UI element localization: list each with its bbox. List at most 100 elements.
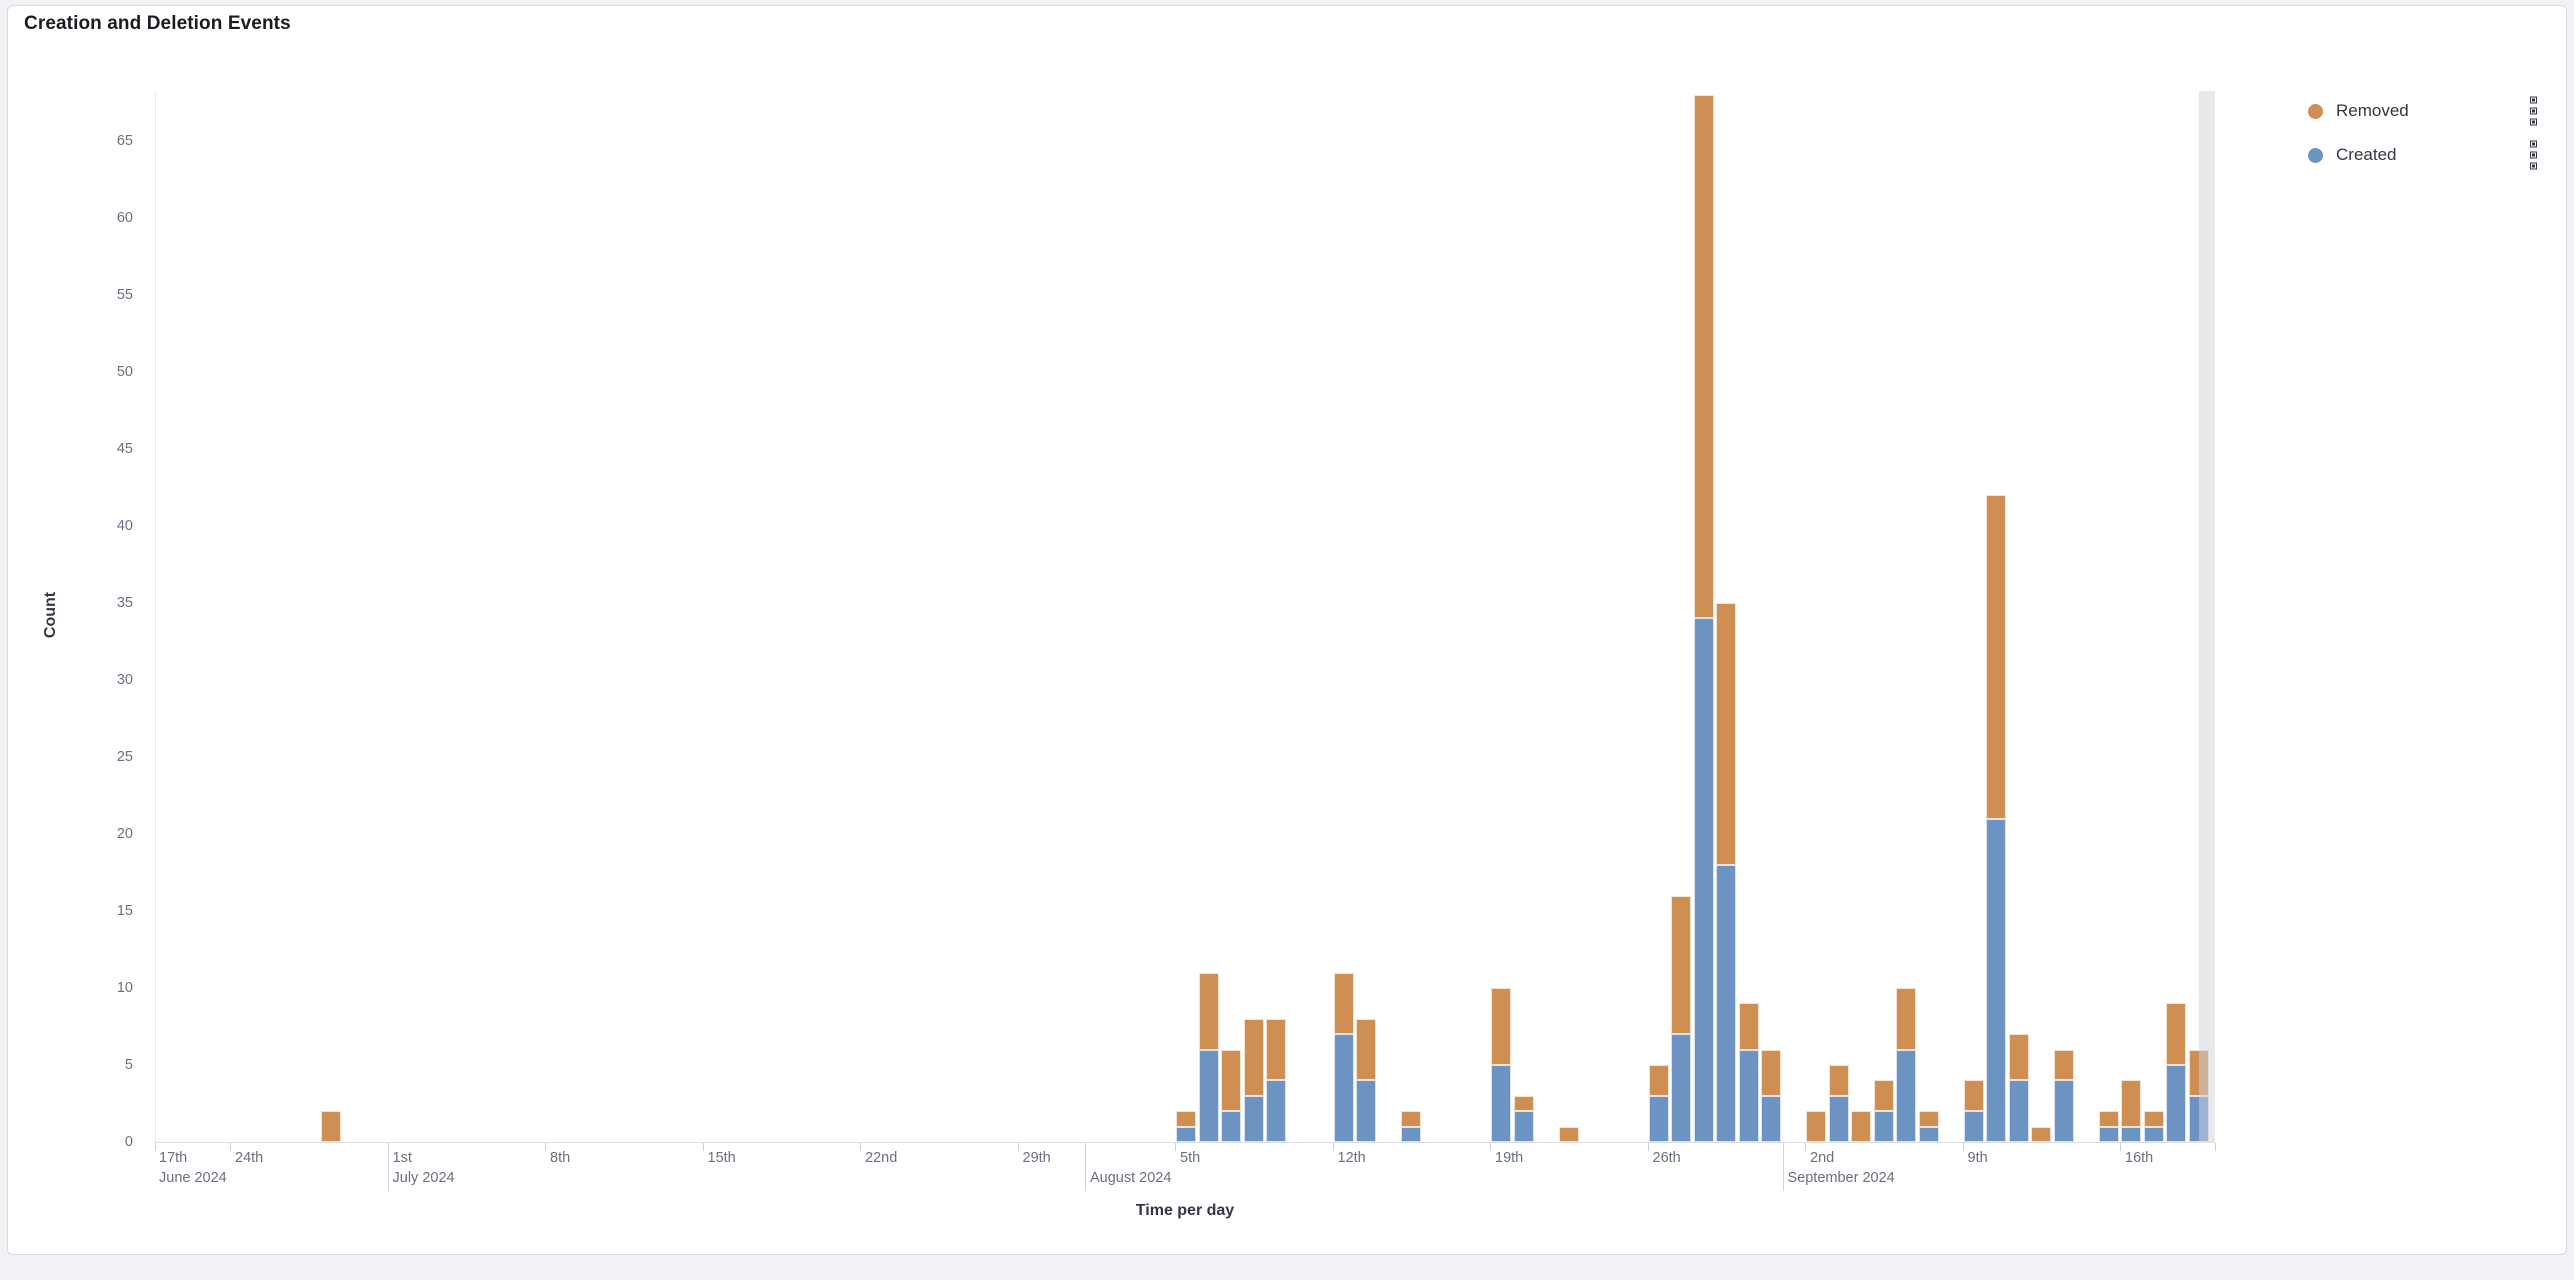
bar-segment-removed[interactable] [1738,1003,1759,1050]
x-tick [1490,1143,1491,1151]
bar-segment-created[interactable] [1243,1095,1264,1142]
x-tick-label-pinned: 17th [159,1150,188,1166]
bar-segment-created[interactable] [1198,1049,1219,1142]
bar-segment-created[interactable] [1401,1126,1422,1142]
bar-segment-removed[interactable] [1851,1111,1872,1142]
bar-segment-created[interactable] [2143,1126,2164,1142]
bar-segment-removed[interactable] [1671,895,1692,1035]
x-tick [1332,1143,1334,1151]
bar-segment-created[interactable] [1873,1111,1894,1142]
bar-segment-removed[interactable] [1558,1126,1579,1142]
bar-segment-removed[interactable] [1693,94,1714,619]
bar-segment-removed[interactable] [2008,1034,2029,1081]
bar-segment-created[interactable] [1176,1126,1197,1142]
bar-segment-created[interactable] [2166,1065,2187,1142]
bar-segment-removed[interactable] [2098,1111,2119,1127]
bar-segment-removed[interactable] [1828,1065,1849,1096]
legend-label: Created [2336,145,2397,164]
bar-segment-created[interactable] [1738,1049,1759,1142]
bar-segment-removed[interactable] [1513,1095,1534,1112]
legend-action-icon[interactable] [2530,96,2537,126]
bar-segment-created[interactable] [1491,1065,1512,1142]
x-tick-label: 2nd [1810,1150,1835,1166]
y-tick-label: 5 [124,1057,133,1073]
bar-segment-removed[interactable] [1986,495,2007,819]
bar-segment-removed[interactable] [1918,1111,1939,1127]
y-tick-label: 25 [116,749,133,765]
x-month-label: September 2024 [1787,1170,1895,1186]
month-separator [387,1143,389,1191]
axis-edge-tick [155,1143,156,1151]
bar-segment-created[interactable] [1333,1034,1354,1142]
month-separator [1085,1143,1086,1191]
y-axis-line [155,91,156,1142]
bar-segment-created[interactable] [1716,864,1737,1142]
bar-segment-created[interactable] [1221,1111,1242,1142]
bar-segment-removed[interactable] [1806,1111,1827,1142]
legend-item-removed[interactable]: Removed [2308,89,2556,133]
bar-segment-created[interactable] [2121,1126,2142,1142]
bar-segment-removed[interactable] [1761,1049,1782,1096]
bar-segment-removed[interactable] [1266,1018,1287,1081]
y-tick-label: 15 [116,903,133,919]
bar-segment-removed[interactable] [2166,1003,2187,1065]
bar-segment-created[interactable] [1896,1049,1917,1142]
bar-segment-removed[interactable] [2143,1111,2164,1127]
x-tick [1175,1143,1176,1151]
y-tick-label: 20 [116,826,133,842]
bar-segment-removed[interactable] [1198,972,1219,1050]
bar-segment-removed[interactable] [1176,1111,1197,1127]
legend-item-created[interactable]: Created [2308,133,2556,177]
x-tick [1962,1143,1964,1151]
bar-segment-created[interactable] [1918,1126,1939,1142]
x-tick [2120,1143,2121,1151]
bar-segment-removed[interactable] [1491,988,1512,1065]
bar-segment-created[interactable] [2053,1080,2074,1142]
bar-segment-removed[interactable] [1716,603,1737,865]
legend: Removed Created [2308,89,2556,177]
legend-dot [2308,147,2323,163]
bar-segment-created[interactable] [1671,1034,1692,1142]
bar-segment-created[interactable] [1761,1095,1782,1142]
bar-segment-created[interactable] [1986,818,2007,1142]
chart-area: Count Time per day 0 5 10 15 20 25 30 35 40 45 50 5… [8,6,2566,1254]
bar-segment-created[interactable] [2098,1126,2119,1142]
bar-segment-created[interactable] [1513,1111,1534,1142]
bar-segment-removed[interactable] [1896,988,1917,1050]
bar-segment-created[interactable] [1963,1111,1984,1142]
bar-segment-created[interactable] [1693,618,1714,1142]
bar-segment-created[interactable] [2008,1080,2029,1142]
y-axis-title: Count [42,591,59,639]
bar-segment-removed[interactable] [321,1111,342,1142]
bar-segment-created[interactable] [1356,1080,1377,1142]
bar-segment-removed[interactable] [1963,1080,1984,1112]
y-tick-label: 40 [116,518,133,534]
x-tick-label: 9th [1967,1150,1988,1166]
bar-segment-created[interactable] [1266,1080,1287,1142]
bar-segment-removed[interactable] [2053,1049,2074,1081]
page-title: Creation and Deletion Events [24,13,291,34]
legend-dot [2308,103,2323,119]
x-tick-label: 8th [550,1150,571,1166]
x-tick-label: 12th [1337,1150,1366,1166]
bar-segment-removed[interactable] [1333,972,1354,1035]
x-axis-line [155,1142,2215,1143]
legend-action-icon[interactable] [2530,140,2537,170]
bar-segment-removed[interactable] [1356,1018,1377,1081]
bar-segment-removed[interactable] [2031,1126,2052,1142]
bar-segment-removed[interactable] [1243,1018,1264,1096]
bar-segment-removed[interactable] [1873,1080,1894,1112]
x-axis-title: Time per day [1135,1202,1235,1219]
bar-segment-created[interactable] [1828,1095,1849,1142]
x-tick [860,1143,861,1151]
bar-segment-removed[interactable] [1221,1049,1242,1112]
legend-label: Removed [2336,101,2409,120]
bar-segment-removed[interactable] [2121,1080,2142,1127]
bar-segment-created[interactable] [1648,1095,1669,1142]
x-tick-label: 24th [235,1150,264,1166]
bar-segment-removed[interactable] [1401,1111,1422,1127]
x-tick-label: 19th [1495,1150,1524,1166]
bar-segment-removed[interactable] [1648,1065,1669,1096]
y-tick-label: 0 [124,1134,133,1150]
x-month-label: August 2024 [1090,1170,1172,1186]
